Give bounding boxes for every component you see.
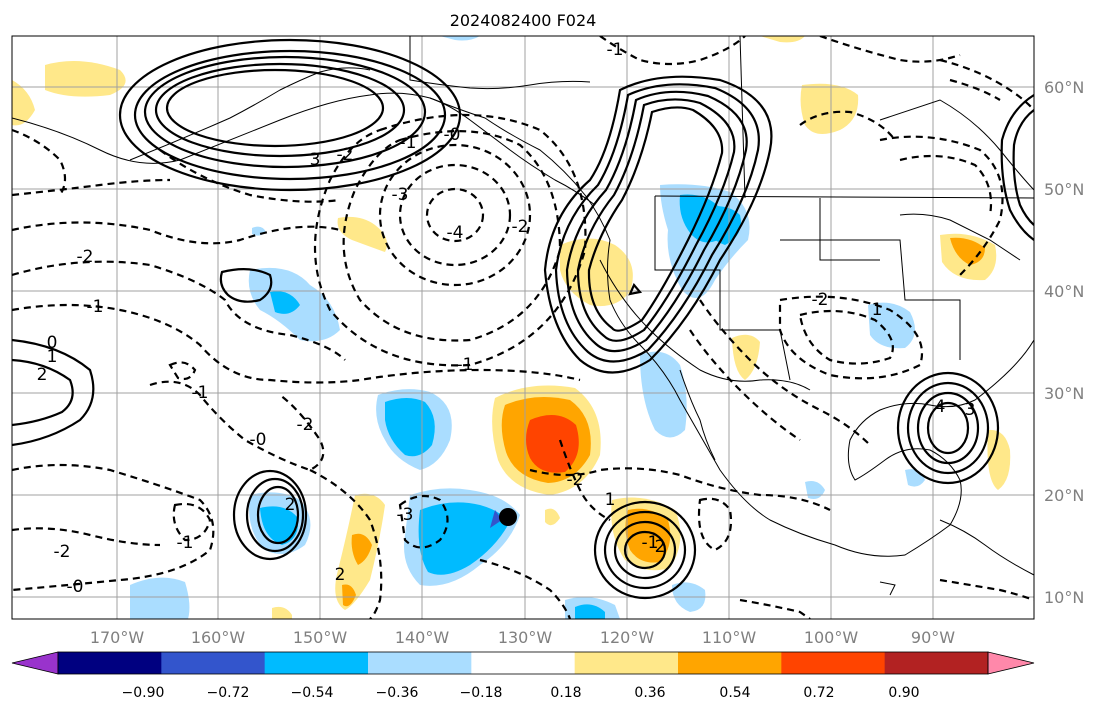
lon-label: 150°W (293, 628, 348, 647)
contour-label: -1 (457, 355, 474, 375)
contour-label: -1 (642, 533, 659, 553)
contour-label: 3 (310, 150, 321, 170)
gridlines (12, 36, 1034, 619)
contour-label: -4 (447, 223, 464, 243)
contour-label: -2 (297, 415, 314, 435)
colorbar-bin (161, 652, 266, 674)
colorbar-tick-label: 0.18 (550, 685, 581, 701)
contour-label: 2 (335, 565, 346, 585)
colorbar-bin (574, 652, 679, 674)
contour-label: -2 (337, 145, 354, 165)
contour-label: 2 (655, 537, 666, 557)
colorbar-bin (264, 652, 369, 674)
colorbar-extend-high (987, 651, 1035, 675)
contour-label: -2 (54, 542, 71, 562)
colorbar-labels: −0.90 −0.72 −0.54 −0.36 −0.18 0.18 0.36 … (122, 685, 920, 701)
colorbar-bin (368, 652, 472, 674)
lat-label: 30°N (1044, 384, 1084, 403)
contour-label: -3 (392, 185, 409, 205)
colorbar-tick-label: −0.72 (207, 685, 250, 701)
colorbar-tick-label: −0.90 (122, 685, 165, 701)
contour-label: -1 (607, 40, 624, 60)
colorbar-tick-label: −0.54 (291, 685, 334, 701)
map-frame (11, 35, 1035, 620)
contour-label: -1 (400, 133, 417, 153)
colorbar-tick-label: 0.36 (634, 685, 665, 701)
lat-label: 20°N (1044, 486, 1084, 505)
colorbar-bin (471, 652, 576, 674)
contour-label: -2 (512, 217, 529, 237)
lon-label: 120°W (600, 628, 655, 647)
contour-label: -0 (250, 430, 267, 450)
contour-label: 1 (605, 490, 616, 510)
contour-label: -2 (567, 470, 584, 490)
colorbar-tick-label: −0.18 (460, 685, 503, 701)
contour-label: -1 (87, 297, 104, 317)
lat-label: 40°N (1044, 282, 1084, 301)
contour-label: -1 (177, 533, 194, 553)
storm-center-marker (499, 508, 517, 526)
positive-contours (12, 38, 1034, 600)
colorbar-tick-label: 0.90 (888, 685, 919, 701)
colorbar-tick-label: −0.36 (376, 685, 419, 701)
colorbar-bin (58, 652, 162, 674)
lat-label: 50°N (1044, 180, 1084, 199)
contour-label: -1 (192, 383, 209, 403)
longitude-labels: 170°W 160°W 150°W 140°W 130°W 120°W 110°… (90, 628, 955, 647)
lon-label: 160°W (191, 628, 246, 647)
latitude-labels: 60°N 50°N 40°N 30°N 20°N 10°N (1044, 78, 1084, 607)
colorbar-tick-label: 0.72 (803, 685, 834, 701)
colorbar-tick-label: 0.54 (719, 685, 750, 701)
colorbar-bin (781, 652, 886, 674)
lon-label: 140°W (395, 628, 450, 647)
lon-label: 100°W (804, 628, 859, 647)
contour-label: 0 (47, 333, 58, 353)
contour-label: 4 (935, 397, 946, 417)
lon-label: 170°W (90, 628, 145, 647)
contour-label: -2 (77, 247, 94, 267)
lon-label: 110°W (702, 628, 757, 647)
contour-label: -0 (444, 125, 461, 145)
lat-label: 10°N (1044, 588, 1084, 607)
contour-label: 2 (285, 495, 296, 515)
contour-label: -2 (812, 290, 829, 310)
contour-label: 3 (965, 400, 976, 420)
contour-label: 2 (37, 365, 48, 385)
lon-label: 90°W (911, 628, 955, 647)
lat-label: 60°N (1044, 78, 1084, 97)
contour-label: -0 (67, 577, 84, 597)
colorbar-frame (57, 651, 989, 675)
colorbar-bin (678, 652, 782, 674)
contour-label: 1 (872, 300, 883, 320)
negative-contours (12, 36, 1034, 619)
map-title: 2024082400 F024 (450, 11, 597, 30)
contour-label: -3 (397, 505, 414, 525)
colorbar-bin (884, 652, 989, 674)
contour-label: 1 (47, 347, 58, 367)
colorbar (11, 651, 1035, 675)
lon-label: 130°W (498, 628, 553, 647)
colorbar-extend-low (11, 651, 59, 675)
